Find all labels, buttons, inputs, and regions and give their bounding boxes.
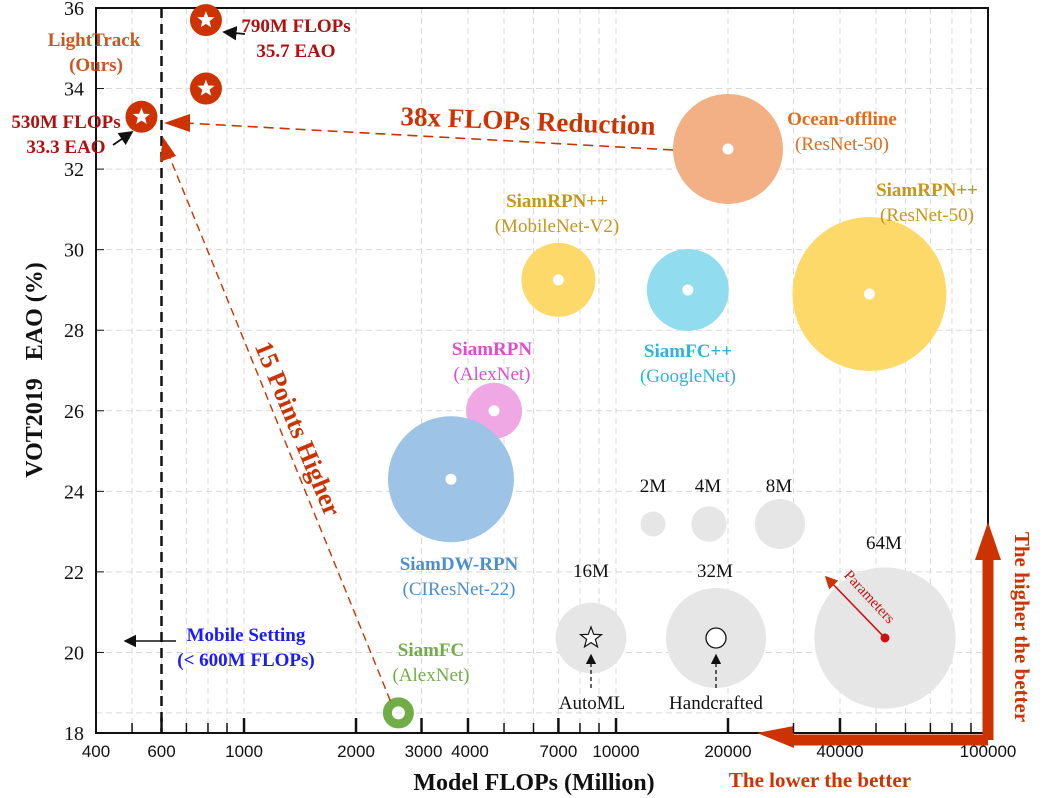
legend-size-label: 8M: [766, 476, 793, 497]
mobile-setting-label: Mobile Setting: [187, 625, 306, 646]
lighttrack-star-icon: [132, 107, 150, 124]
x-tick-label: 100000: [960, 742, 1017, 761]
y-tick-label: 18: [64, 723, 84, 745]
bubble-sublabel: (MobileNet-V2): [495, 216, 620, 237]
better-direction-arrows: [790, 556, 994, 746]
bubble-label: SiamRPN++: [506, 191, 608, 212]
plot-frame: [95, 7, 989, 734]
plot-border: [95, 7, 989, 734]
higher-better-arrowhead: [975, 522, 1001, 560]
bubble-sublabel: (ResNet-50): [795, 134, 889, 155]
x-tick-label: 20000: [704, 742, 751, 761]
bubble-label: SiamRPN++: [876, 180, 978, 201]
bubble-center-dot: [863, 288, 875, 300]
bubble-center-dot: [445, 473, 457, 485]
y-tick-label: 22: [64, 562, 84, 584]
legend-bubble-2m: [640, 511, 666, 537]
bubble-label: SiamFC: [398, 640, 465, 661]
p530-pointer-arrow: [112, 130, 134, 146]
p790-flops-label: 790M FLOPs: [241, 16, 350, 37]
handcrafted-circle-icon: [705, 627, 727, 649]
legend-label-handcrafted: Handcrafted: [669, 693, 763, 714]
legend-size-label: 2M: [640, 476, 667, 497]
p790-eao-label: 35.7 EAO: [256, 41, 335, 62]
bubble-label: Ocean-offline: [787, 109, 897, 130]
x-tick-label: 10000: [592, 742, 639, 761]
x-tick-label: 2000: [337, 742, 375, 761]
annotations: [112, 26, 1001, 748]
p530-eao-label: 33.3 EAO: [26, 137, 105, 158]
lighttrack-label: LightTrack: [48, 30, 141, 51]
legend-label-automl: AutoML: [559, 693, 626, 714]
y-tick-label: 26: [64, 401, 84, 423]
y-tick-label: 24: [64, 481, 84, 503]
bubbles: Ocean-offline (ResNet-50) SiamRPN++ (Mobile…: [125, 4, 978, 729]
points-higher-line: [169, 157, 392, 702]
x-tick-label: 4000: [451, 742, 489, 761]
y-axis-title: VOT2019 EAO (%): [22, 262, 48, 478]
parameters-radius-arrow: [824, 575, 886, 639]
y-tick-label: 28: [64, 320, 84, 342]
lighttrack-sub-label: (Ours): [69, 55, 123, 76]
flops-reduction-line: [184, 122, 674, 151]
y-tick-label: 32: [64, 159, 84, 181]
bubble-label: SiamFC++: [644, 341, 732, 362]
bubble-label: SiamRPN: [452, 339, 533, 360]
bubble-center-dot: [488, 405, 500, 417]
mobile-setting-sub-label: (< 600M FLOPs): [177, 650, 314, 671]
bubble-center-dot: [552, 274, 564, 286]
flops-reduction-arrowhead: [164, 114, 190, 132]
legend-bubble-8m: [755, 499, 805, 549]
lighttrack-star-icon: [197, 11, 215, 28]
bubble-label: SiamDW-RPN: [400, 554, 519, 575]
x-tick-label: 7000: [539, 742, 577, 761]
legend-size-label: 16M: [573, 561, 609, 582]
size-legend: 2M 4M 8M 16M 32M 64M: [555, 476, 956, 709]
legend-size-label: 4M: [695, 476, 722, 497]
higher-better-label: The higher the better: [1010, 532, 1034, 722]
legend-size-label: 32M: [697, 561, 733, 582]
points-higher-arrowhead: [160, 137, 176, 162]
x-axis-title: Model FLOPs (Million): [413, 770, 654, 796]
p790-pointer-arrow: [222, 26, 246, 41]
x-tick-label: 400: [82, 742, 110, 761]
lighttrack-star-icon: [197, 79, 215, 96]
y-tick-label: 20: [64, 642, 84, 664]
bubble-sublabel: (AlexNet): [392, 665, 469, 686]
x-tick-label: 600: [147, 742, 175, 761]
lower-better-label: The lower the better: [729, 768, 911, 792]
x-tick-label: 40000: [816, 742, 863, 761]
y-tick-label: 30: [64, 240, 84, 262]
bubble-siamfc-alexnet: [382, 697, 414, 729]
legend-size-label: 64M: [866, 533, 902, 554]
x-tick-label: 1000: [225, 742, 263, 761]
bubble-center-dot: [682, 284, 694, 296]
automl-star-icon: [578, 625, 604, 649]
y-tick-label: 36: [64, 0, 84, 20]
x-tick-label: 3000: [405, 742, 443, 761]
bubble-sublabel: (AlexNet): [453, 364, 530, 385]
bubble-sublabel: (ResNet-50): [880, 205, 974, 226]
legend-bubble-4m: [691, 506, 727, 542]
axes: 400 600 1000 2000 3000 4000 7000 10000 20000 4000…: [64, 0, 1016, 761]
y-tick-label: 34: [64, 79, 84, 101]
bubble-sublabel: (GoogleNet): [640, 366, 736, 387]
bubble-sublabel: (CIResNet-22): [403, 579, 516, 600]
lower-better-arrowhead: [757, 726, 794, 748]
p530-flops-label: 530M FLOPs: [11, 112, 120, 133]
bubble-center-dot: [722, 143, 734, 155]
